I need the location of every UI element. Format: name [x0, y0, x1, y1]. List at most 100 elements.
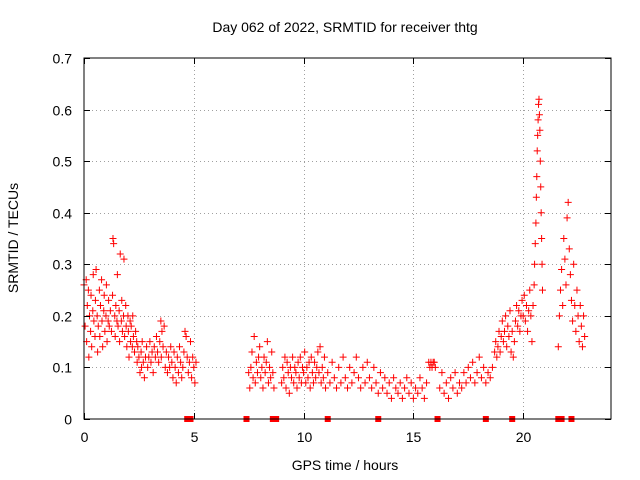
- data-point: [390, 374, 398, 382]
- data-point: [562, 281, 570, 289]
- data-point: [475, 353, 483, 361]
- data-point: [127, 338, 135, 346]
- data-point: [304, 374, 312, 382]
- data-point: [134, 343, 142, 351]
- data-point: [368, 384, 376, 392]
- data-point: [281, 353, 289, 361]
- data-point: [496, 348, 504, 356]
- data-point: [95, 286, 103, 294]
- data-point: [370, 363, 378, 371]
- data-point: [314, 348, 322, 356]
- data-point: [506, 307, 514, 315]
- data-point: [117, 317, 125, 325]
- data-point: [129, 332, 137, 340]
- data-point: [256, 343, 264, 351]
- data-point: [577, 322, 585, 330]
- data-point: [555, 312, 563, 320]
- data-point: [430, 358, 438, 366]
- data-point: [534, 131, 542, 139]
- data-point: [169, 374, 177, 382]
- data-point: [520, 291, 528, 299]
- data-point: [376, 369, 384, 377]
- data-point: [533, 147, 541, 155]
- data-point: [290, 379, 298, 387]
- data-point: [263, 338, 271, 346]
- data-point: [416, 374, 424, 382]
- data-point: [440, 389, 448, 397]
- data-point: [154, 348, 162, 356]
- data-point: [127, 322, 135, 330]
- data-point: [267, 374, 275, 382]
- grid-layer: [84, 58, 611, 419]
- data-point: [317, 379, 325, 387]
- data-point: [537, 209, 545, 217]
- data-point: [335, 363, 343, 371]
- data-point: [515, 307, 523, 315]
- data-point: [163, 369, 171, 377]
- data-point: [509, 353, 517, 361]
- data-point: [387, 394, 395, 402]
- data-point: [326, 379, 334, 387]
- data-point: [94, 322, 102, 330]
- y-tick-label: 0.4: [53, 206, 73, 222]
- data-point: [84, 286, 92, 294]
- data-point: [288, 374, 296, 382]
- data-point: [129, 312, 137, 320]
- data-point: [423, 379, 431, 387]
- data-point: [431, 363, 439, 371]
- data-point: [330, 374, 338, 382]
- data-point: [526, 286, 534, 294]
- data-point: [516, 327, 524, 335]
- data-point: [498, 317, 506, 325]
- data-point: [529, 302, 537, 310]
- data-point: [140, 374, 148, 382]
- data-point: [145, 353, 153, 361]
- data-point: [85, 353, 93, 361]
- data-point: [558, 265, 566, 273]
- data-point: [365, 374, 373, 382]
- data-point: [144, 363, 152, 371]
- data-point: [396, 379, 404, 387]
- data-point: [98, 317, 106, 325]
- data-point: [156, 338, 164, 346]
- data-point: [115, 307, 123, 315]
- data-point: [85, 312, 93, 320]
- data-point: [462, 379, 470, 387]
- data-point: [504, 322, 512, 330]
- data-point: [136, 369, 144, 377]
- data-point: [116, 250, 124, 258]
- data-point: [146, 338, 154, 346]
- data-point: [337, 379, 345, 387]
- data-point: [131, 348, 139, 356]
- data-point: [268, 348, 276, 356]
- data-point: [280, 374, 288, 382]
- data-point: [245, 369, 253, 377]
- data-point: [279, 363, 287, 371]
- data-point: [93, 312, 101, 320]
- data-point: [257, 374, 265, 382]
- data-point: [536, 126, 544, 134]
- data-point: [442, 379, 450, 387]
- data-point: [247, 363, 255, 371]
- data-point: [172, 379, 180, 387]
- data-point: [565, 245, 573, 253]
- data-point: [499, 338, 507, 346]
- data-point: [92, 265, 100, 273]
- data-point: [328, 358, 336, 366]
- data-point: [447, 374, 455, 382]
- data-point: [300, 369, 308, 377]
- data-point: [514, 322, 522, 330]
- data-point: [505, 332, 513, 340]
- data-point: [575, 338, 583, 346]
- data-point: [581, 332, 589, 340]
- data-point: [178, 374, 186, 382]
- data-point: [170, 348, 178, 356]
- data-point: [190, 363, 198, 371]
- data-point: [374, 389, 382, 397]
- data-point: [563, 214, 571, 222]
- data-point: [372, 379, 380, 387]
- data-point: [348, 379, 356, 387]
- y-tick-label: 0.1: [53, 360, 73, 376]
